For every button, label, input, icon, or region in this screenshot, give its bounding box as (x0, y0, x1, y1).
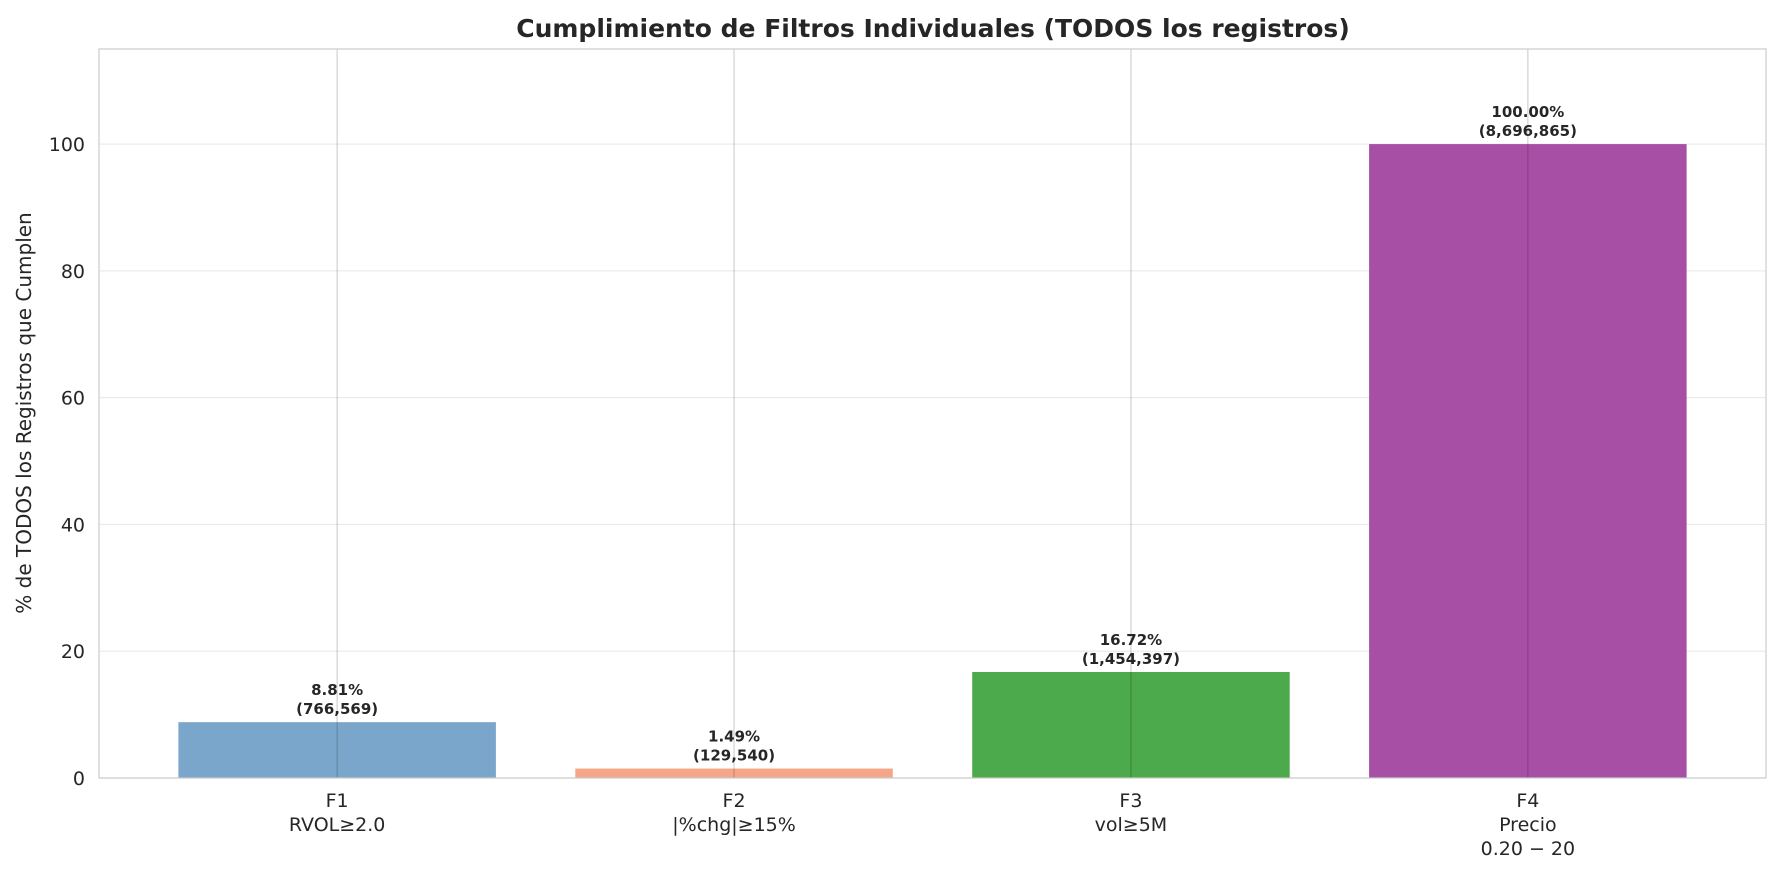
x-tick-label: F2 (723, 790, 746, 812)
bar (178, 722, 496, 778)
data-label-layer: 8.81%(766,569) 1.49%(129,540) 16.72%(1,454… (296, 103, 1577, 764)
value-label: 8.81% (311, 681, 363, 699)
bar-layer (178, 144, 1687, 778)
x-tick-label: |%chg|≥15% (672, 814, 796, 836)
y-tick-label: 100 (49, 134, 85, 156)
value-label: 100.00% (1491, 103, 1564, 121)
x-tick-label: 0.20 − 20 (1481, 838, 1575, 860)
x-tick-label: vol≥5M (1095, 814, 1168, 836)
y-tick-label: 0 (73, 768, 85, 790)
x-tick-label: F3 (1119, 790, 1142, 812)
y-axis-label: % de TODOS los Registros que Cumplen (12, 212, 36, 613)
plot-frame (98, 48, 1767, 779)
bar (972, 672, 1290, 778)
x-tick-label: RVOL≥2.0 (289, 814, 386, 836)
count-label: (1,454,397) (1082, 650, 1180, 668)
y-tick-label: 20 (61, 641, 85, 663)
x-tick-label: Precio (1499, 814, 1557, 836)
bar (575, 768, 893, 778)
x-tick-label: F1 (326, 790, 349, 812)
count-label: (8,696,865) (1479, 122, 1577, 140)
bar (1369, 144, 1687, 778)
chart-title: Cumplimiento de Filtros Individuales (TO… (516, 14, 1350, 43)
value-label: 1.49% (708, 728, 760, 746)
y-tick-label: 40 (61, 514, 85, 536)
x-tick-label: F4 (1516, 790, 1539, 812)
y-tick-label: 60 (61, 388, 85, 410)
value-label: 16.72% (1100, 631, 1162, 649)
vertical-grid-layer (336, 49, 1529, 778)
count-label: (129,540) (693, 747, 775, 765)
y-tick-label: 80 (61, 261, 85, 283)
count-label: (766,569) (296, 700, 378, 718)
y-tick-layer: 0 20 40 60 80 100 (49, 134, 85, 790)
